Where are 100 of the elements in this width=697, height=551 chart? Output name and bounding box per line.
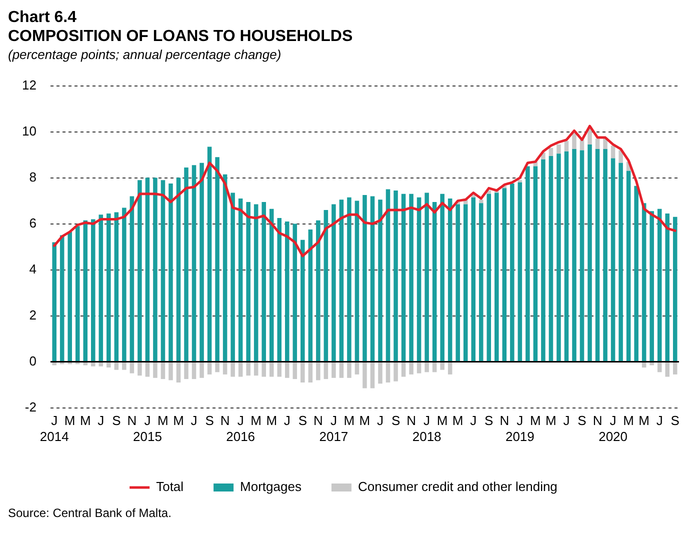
bar bbox=[145, 362, 150, 377]
bar bbox=[324, 362, 328, 380]
x-tick-label: J bbox=[656, 413, 663, 428]
bar bbox=[83, 362, 88, 366]
bar bbox=[378, 200, 382, 362]
bar bbox=[603, 149, 608, 362]
bar bbox=[526, 166, 530, 362]
bar bbox=[230, 362, 235, 377]
x-tick-label: M bbox=[173, 413, 184, 428]
bar bbox=[432, 202, 437, 362]
bar bbox=[626, 170, 631, 362]
x-tick-label: J bbox=[377, 413, 384, 428]
bar bbox=[386, 362, 390, 382]
bar bbox=[168, 184, 173, 362]
bar bbox=[222, 174, 228, 362]
bar bbox=[176, 362, 181, 382]
bar bbox=[386, 189, 390, 362]
bar bbox=[486, 194, 492, 362]
x-tick-label: M bbox=[436, 413, 448, 428]
bar bbox=[52, 362, 56, 366]
bar bbox=[200, 362, 204, 378]
bar bbox=[347, 362, 352, 378]
bar bbox=[541, 159, 546, 362]
bar bbox=[672, 362, 678, 374]
bar bbox=[332, 362, 336, 378]
x-tick-label: J bbox=[98, 413, 104, 428]
bar bbox=[160, 180, 166, 362]
bar bbox=[672, 216, 678, 362]
x-tick-label: S bbox=[205, 413, 214, 428]
bar bbox=[518, 182, 522, 362]
bar bbox=[502, 188, 507, 362]
y-tick-label: -2 bbox=[24, 399, 36, 414]
bar bbox=[168, 362, 173, 380]
bar bbox=[254, 204, 258, 362]
chart-subtitle: (percentage points; annual percentage change) bbox=[8, 46, 282, 64]
x-tick-label: M bbox=[638, 413, 650, 428]
bar bbox=[122, 208, 126, 362]
bar bbox=[246, 202, 250, 362]
bar bbox=[130, 362, 134, 374]
bar bbox=[207, 146, 212, 362]
x-tick-label: S bbox=[391, 413, 400, 428]
bar bbox=[246, 362, 250, 376]
bar bbox=[222, 362, 228, 374]
bar bbox=[106, 213, 111, 362]
bar bbox=[114, 362, 119, 370]
bar bbox=[91, 362, 96, 366]
bar bbox=[362, 362, 367, 388]
x-tick-label: J bbox=[470, 413, 477, 428]
x-tick-label: M bbox=[250, 413, 262, 428]
bar bbox=[192, 362, 196, 380]
x-tick-label: M bbox=[80, 413, 91, 428]
bar bbox=[215, 362, 220, 372]
bar bbox=[463, 204, 468, 362]
bar bbox=[138, 180, 142, 362]
bar bbox=[83, 220, 88, 362]
bar bbox=[347, 197, 352, 362]
bar bbox=[277, 362, 282, 377]
x-tick-label: J bbox=[563, 413, 570, 428]
bar bbox=[448, 362, 452, 374]
bar bbox=[184, 167, 188, 362]
bar bbox=[394, 190, 398, 362]
bar bbox=[657, 208, 662, 362]
x-tick-label: M bbox=[344, 413, 355, 428]
x-tick-label: M bbox=[623, 413, 634, 428]
bar bbox=[184, 362, 188, 380]
bar bbox=[564, 141, 569, 152]
bar bbox=[332, 204, 336, 362]
bar bbox=[138, 362, 142, 376]
bar bbox=[424, 362, 429, 372]
chart-title: Chart 6.4 COMPOSITION OF LOANS TO HOUSEHOLDS bbox=[8, 8, 354, 46]
y-tick-label: 0 bbox=[29, 353, 36, 368]
bar bbox=[277, 218, 282, 362]
bar bbox=[440, 362, 444, 370]
x-tick-label: M bbox=[452, 413, 464, 428]
bar bbox=[448, 198, 452, 362]
x-tick-label: J bbox=[190, 413, 198, 428]
bar bbox=[238, 362, 243, 377]
bar bbox=[262, 362, 266, 377]
bar bbox=[339, 200, 344, 362]
bar bbox=[610, 158, 616, 362]
bar bbox=[548, 156, 554, 362]
bar bbox=[556, 144, 561, 154]
bar bbox=[192, 165, 196, 362]
bar bbox=[316, 220, 320, 362]
x-tick-label: M bbox=[546, 413, 556, 428]
bar bbox=[98, 214, 104, 362]
bar bbox=[300, 362, 305, 382]
bar bbox=[68, 232, 72, 362]
bar bbox=[114, 212, 119, 362]
bar bbox=[572, 149, 576, 362]
y-tick-label: 8 bbox=[29, 169, 36, 184]
bar bbox=[650, 211, 654, 362]
bar bbox=[510, 184, 514, 362]
bar bbox=[269, 208, 274, 362]
bar bbox=[618, 162, 623, 362]
bar bbox=[339, 362, 344, 378]
bar bbox=[650, 362, 654, 366]
bar bbox=[362, 195, 367, 362]
bar bbox=[471, 197, 476, 362]
x-tick-label: J bbox=[284, 413, 290, 428]
